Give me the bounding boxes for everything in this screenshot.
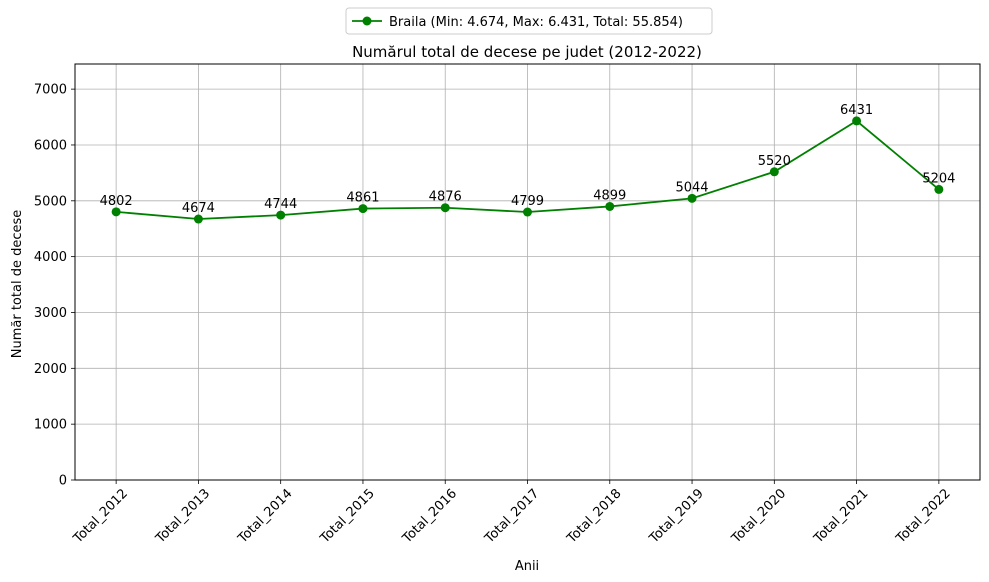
data-label: 6431 bbox=[840, 103, 873, 118]
data-point bbox=[769, 167, 779, 177]
x-tick-label: Total_2014 bbox=[235, 486, 296, 547]
x-tick-label: Total_2015 bbox=[317, 486, 378, 547]
data-label: 5044 bbox=[675, 180, 708, 195]
data-label: 4802 bbox=[100, 194, 133, 209]
data-point bbox=[276, 210, 286, 220]
x-axis: Total_2012 Total_2013 Total_2014 Total_2015… bbox=[70, 480, 954, 547]
x-tick-label: Total_2018 bbox=[564, 486, 625, 547]
data-point bbox=[523, 207, 532, 217]
data-label: 4876 bbox=[429, 190, 462, 205]
x-tick-label: Total_2021 bbox=[811, 486, 872, 547]
data-label: 4744 bbox=[264, 197, 297, 212]
data-label: 5204 bbox=[922, 171, 955, 186]
x-tick-label: Total_2022 bbox=[893, 486, 954, 547]
data-point bbox=[358, 204, 368, 214]
x-tick-label: Total_2019 bbox=[646, 486, 707, 547]
data-point bbox=[440, 203, 450, 213]
y-tick-label: 4000 bbox=[34, 250, 67, 265]
x-axis-label: Anii bbox=[515, 559, 539, 574]
data-label: 4861 bbox=[346, 191, 379, 206]
y-axis-label: Număr total de decese bbox=[10, 210, 25, 358]
chart-title: Numărul total de decese pe judet (2012-2… bbox=[352, 43, 702, 61]
y-tick-label: 0 bbox=[59, 474, 67, 489]
legend: Braila (Min: 4.674, Max: 6.431, Total: 5… bbox=[345, 7, 713, 35]
data-point bbox=[193, 214, 203, 224]
x-tick-label: Total_2016 bbox=[399, 486, 460, 547]
data-point bbox=[605, 201, 615, 211]
y-tick-label: 7000 bbox=[34, 83, 67, 98]
data-label: 4899 bbox=[593, 188, 626, 203]
data-point bbox=[852, 116, 862, 126]
legend-marker bbox=[362, 16, 372, 26]
y-tick-label: 6000 bbox=[34, 138, 67, 153]
y-tick-label: 5000 bbox=[34, 194, 67, 209]
legend-label: Braila (Min: 4.674, Max: 6.431, Total: 5… bbox=[389, 15, 683, 30]
series-layer bbox=[111, 116, 944, 224]
data-point bbox=[687, 193, 697, 203]
data-point bbox=[934, 184, 944, 194]
grid bbox=[75, 64, 980, 481]
y-tick-label: 3000 bbox=[34, 306, 67, 321]
y-tick-label: 1000 bbox=[34, 418, 67, 433]
x-tick-label: Total_2020 bbox=[728, 486, 789, 547]
x-tick-label: Total_2017 bbox=[482, 486, 543, 547]
x-tick-label: Total_2012 bbox=[70, 486, 131, 547]
data-labels: 4802 4674 4744 4861 4876 4799 4899 5044 5520 6431… bbox=[100, 103, 956, 216]
data-label: 4799 bbox=[511, 194, 544, 209]
data-point bbox=[111, 207, 121, 217]
y-tick-label: 2000 bbox=[34, 362, 67, 377]
y-axis: 0 1000 2000 3000 4000 5000 6000 7000 bbox=[34, 83, 75, 489]
data-label: 4674 bbox=[182, 201, 215, 216]
data-label: 5520 bbox=[758, 154, 791, 169]
legend-box bbox=[345, 7, 713, 35]
x-tick-label: Total_2013 bbox=[152, 486, 213, 547]
